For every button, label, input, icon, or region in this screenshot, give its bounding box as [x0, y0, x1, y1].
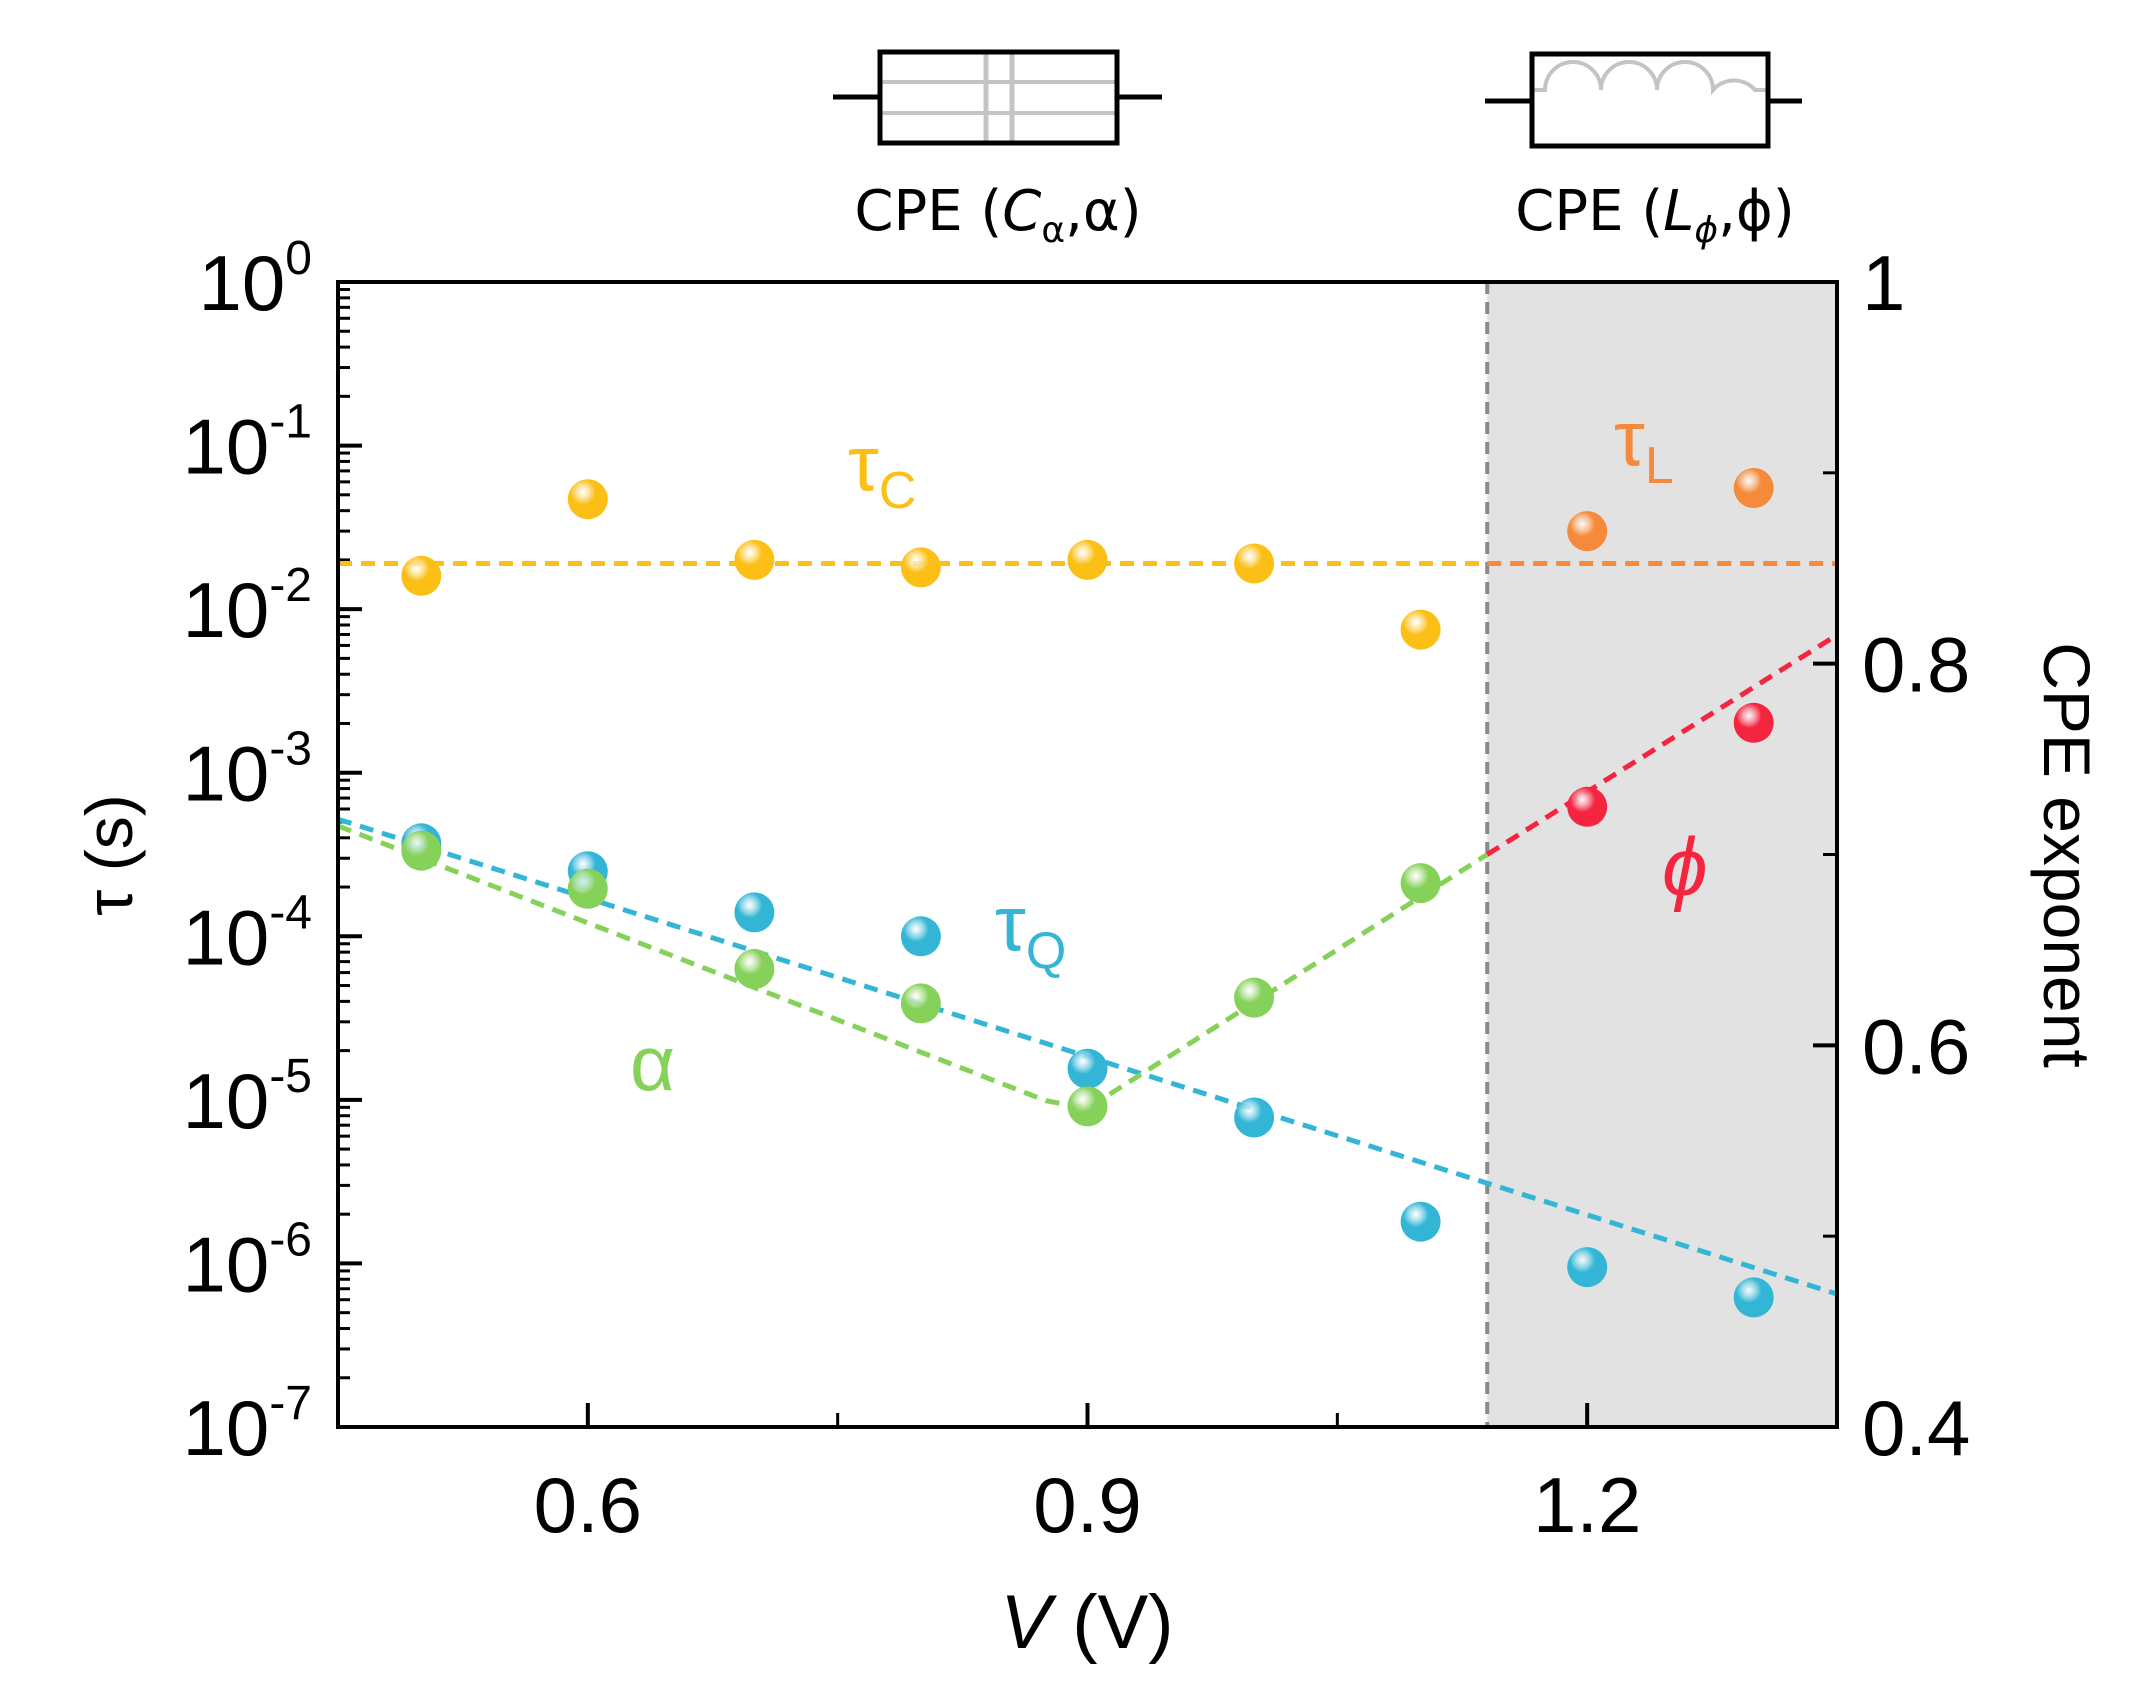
left-tick-label: 10-1: [183, 396, 312, 491]
x-tick-label: 0.9: [1033, 1461, 1141, 1549]
data-point-3-1: [567, 868, 608, 909]
x-axis-title: V (V): [1000, 1580, 1173, 1665]
series-label-2: τQ: [995, 879, 1066, 980]
data-point-1-0: [1567, 511, 1608, 552]
left-tick-label: 10-6: [183, 1213, 312, 1308]
data-point-2-3: [900, 916, 941, 957]
data-point-3-6: [1400, 863, 1441, 904]
data-point-3-3: [900, 983, 941, 1024]
left-tick-label: 10-4: [183, 886, 312, 981]
data-point-3-4: [1067, 1086, 1108, 1127]
left-tick-label: 10-2: [183, 559, 312, 654]
inductor-coil-icon: [1532, 60, 1768, 96]
data-point-0-0: [401, 555, 442, 596]
x-tick-label: 1.2: [1533, 1461, 1641, 1549]
x-tick-label: 0.6: [534, 1461, 642, 1549]
tick-labels: 100 10-1 10-2 10-3 10-4 10-5 10-6 10-7 1 0.8 0.6 0.…: [183, 232, 1971, 1549]
series-labels: τC τL τQ α ϕ: [630, 394, 1708, 1107]
right-tick-label: 0.4: [1862, 1384, 1970, 1472]
series-label-3: α: [630, 1019, 675, 1107]
data-point-0-1: [567, 479, 608, 520]
fit-line-3: [337, 823, 1489, 1111]
data-point-3-0: [401, 830, 442, 871]
left-tick-label: 10-3: [183, 723, 312, 818]
data-point-2-6: [1400, 1201, 1441, 1242]
series-label-0: τC: [848, 419, 916, 520]
right-tick-label: 0.6: [1862, 1002, 1970, 1090]
inductor-symbol-icon: [1529, 51, 1771, 149]
data-point-2-7: [1567, 1247, 1608, 1288]
data-point-0-5: [1234, 543, 1275, 584]
data-point-2-5: [1234, 1097, 1275, 1138]
left-tick-label: 10-7: [183, 1377, 312, 1472]
data-points: [401, 468, 1774, 1318]
left-tick-label: 100: [199, 232, 312, 327]
data-point-3-2: [734, 949, 775, 989]
data-point-0-4: [1067, 539, 1108, 580]
legend-inductor: [1485, 51, 1802, 149]
data-point-2-2: [734, 892, 775, 933]
series-label-1: τL: [1614, 394, 1674, 495]
data-point-2-8: [1733, 1277, 1774, 1318]
capacitor-symbol-icon: [877, 49, 1120, 146]
data-point-4-0: [1567, 786, 1608, 827]
data-point-3-5: [1234, 977, 1275, 1018]
left-axis-title: τ (s): [72, 794, 146, 915]
data-point-0-6: [1400, 609, 1441, 650]
data-point-4-1: [1733, 702, 1774, 743]
series-label-4: ϕ: [1662, 822, 1708, 913]
right-tick-label: 0.8: [1862, 621, 1970, 709]
left-tick-label: 10-5: [183, 1050, 312, 1145]
data-point-0-2: [734, 539, 775, 580]
data-point-1-1: [1733, 468, 1774, 508]
legend-inductor-label: CPE (Lϕ,ϕ): [1515, 179, 1794, 251]
legend-capacitor-label: CPE (Cα,α): [854, 179, 1141, 251]
data-point-0-3: [900, 547, 941, 588]
legend-capacitor: [833, 49, 1162, 146]
plot-frame: [336, 280, 1839, 1429]
data-point-2-4: [1067, 1048, 1108, 1089]
right-axis-title: CPE exponent: [2030, 642, 2104, 1068]
right-tick-label: 1: [1862, 239, 1905, 327]
